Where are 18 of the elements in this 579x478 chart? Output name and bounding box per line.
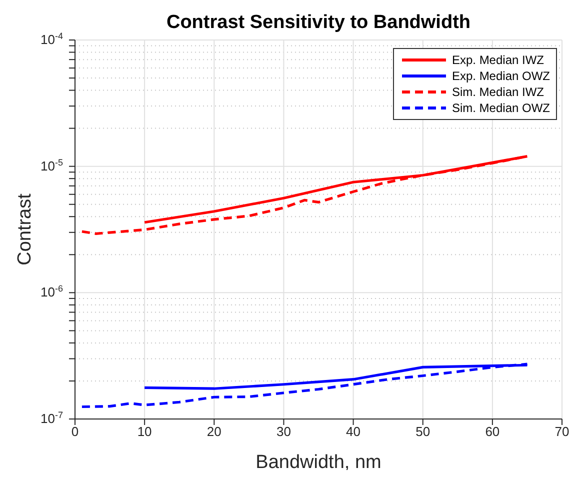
x-tick-label: 50 <box>416 424 430 440</box>
x-tick-label: 60 <box>485 424 500 440</box>
y-tick-label: 10$^{-7}$ <box>40 410 63 426</box>
y-tick-label: 10$^{-5}$ <box>40 157 63 174</box>
x-tick-label: 20 <box>206 424 222 440</box>
y-axis-title: Contrast <box>14 192 36 266</box>
x-tick-label: 40 <box>346 424 361 440</box>
y-tick-label: 10$^{-4}$ <box>40 31 63 47</box>
x-tick-label: 70 <box>554 424 570 440</box>
chart-title: Contrast Sensitivity to Bandwidth <box>165 12 472 34</box>
x-tick-label: 0 <box>71 424 79 440</box>
legend-label: Exp. Median IWZ <box>452 53 544 67</box>
x-tick-label: 30 <box>276 424 291 440</box>
legend-label: Sim. Median OWZ <box>452 101 550 115</box>
x-tick-label: 10 <box>137 424 152 440</box>
y-tick-label: 10$^{-6}$ <box>40 284 63 300</box>
legend-label: Sim. Median IWZ <box>452 85 544 99</box>
legend-label: Exp. Median OWZ <box>452 69 550 83</box>
